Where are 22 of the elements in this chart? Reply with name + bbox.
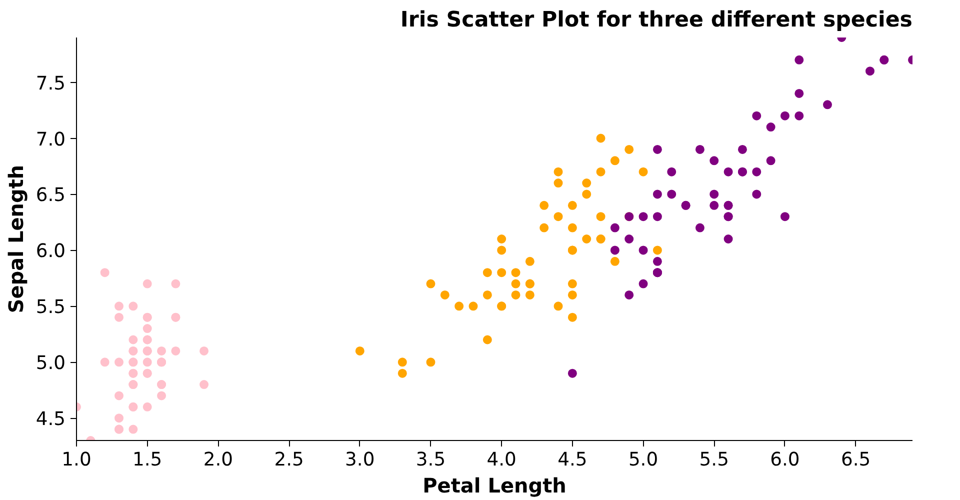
- y-tick-label: 4.5: [36, 409, 66, 430]
- y-tick-label: 5.0: [36, 353, 66, 374]
- y-tick-label: 7.0: [36, 129, 66, 150]
- x-tick-label: 5.5: [699, 450, 729, 470]
- x-tick-label: 2.0: [203, 450, 234, 470]
- x-tick-label: 3.0: [345, 450, 375, 470]
- x-axis-title: Petal Length: [422, 474, 566, 498]
- x-tick-label: 1.5: [132, 450, 162, 470]
- y-axis-title: Sepal Length: [4, 164, 28, 314]
- x-tick-label: 5.0: [628, 450, 658, 470]
- y-tick-label: 6.0: [36, 241, 66, 262]
- x-tick-label: 6.0: [770, 450, 800, 470]
- y-tick-label: 5.5: [36, 297, 66, 318]
- y-tick-label: 6.5: [36, 185, 66, 206]
- x-tick-label: 2.5: [274, 450, 304, 470]
- y-tick-label: 7.5: [36, 73, 66, 94]
- x-tick-label: 1.0: [62, 450, 92, 470]
- x-tick-label: 4.5: [558, 450, 588, 470]
- x-tick-label: 3.5: [416, 450, 446, 470]
- x-tick-label: 6.5: [840, 450, 871, 470]
- x-tick-label: 4.0: [486, 450, 516, 470]
- chart-title: Iris Scatter Plot for three different species: [400, 8, 913, 32]
